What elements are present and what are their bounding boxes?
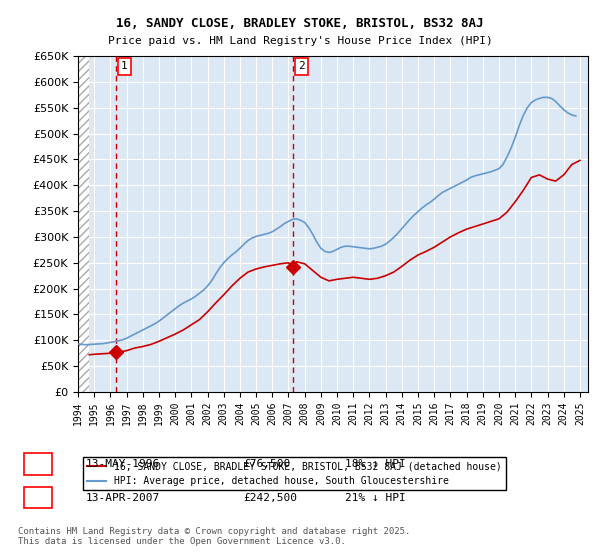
Text: £242,500: £242,500 [244, 493, 298, 503]
Bar [78, 56, 89, 392]
Text: £76,500: £76,500 [244, 459, 291, 469]
FancyBboxPatch shape [23, 454, 52, 475]
Legend: 16, SANDY CLOSE, BRADLEY STOKE, BRISTOL, BS32 8AJ (detached house), HPI: Average: 16, SANDY CLOSE, BRADLEY STOKE, BRISTOL,… [83, 458, 506, 490]
Text: 1: 1 [121, 62, 128, 72]
Bar [78, 56, 89, 392]
Text: Price paid vs. HM Land Registry's House Price Index (HPI): Price paid vs. HM Land Registry's House … [107, 36, 493, 46]
Text: 16, SANDY CLOSE, BRADLEY STOKE, BRISTOL, BS32 8AJ: 16, SANDY CLOSE, BRADLEY STOKE, BRISTOL,… [116, 17, 484, 30]
Text: 13-MAY-1996: 13-MAY-1996 [86, 459, 160, 469]
Text: 2: 2 [298, 62, 305, 72]
Text: Contains HM Land Registry data © Crown copyright and database right 2025.
This d: Contains HM Land Registry data © Crown c… [18, 526, 410, 546]
Text: 2: 2 [34, 491, 41, 504]
Text: 13-APR-2007: 13-APR-2007 [86, 493, 160, 503]
Text: 21% ↓ HPI: 21% ↓ HPI [345, 493, 406, 503]
Text: 18% ↓ HPI: 18% ↓ HPI [345, 459, 406, 469]
Text: 1: 1 [34, 458, 41, 470]
FancyBboxPatch shape [23, 487, 52, 508]
